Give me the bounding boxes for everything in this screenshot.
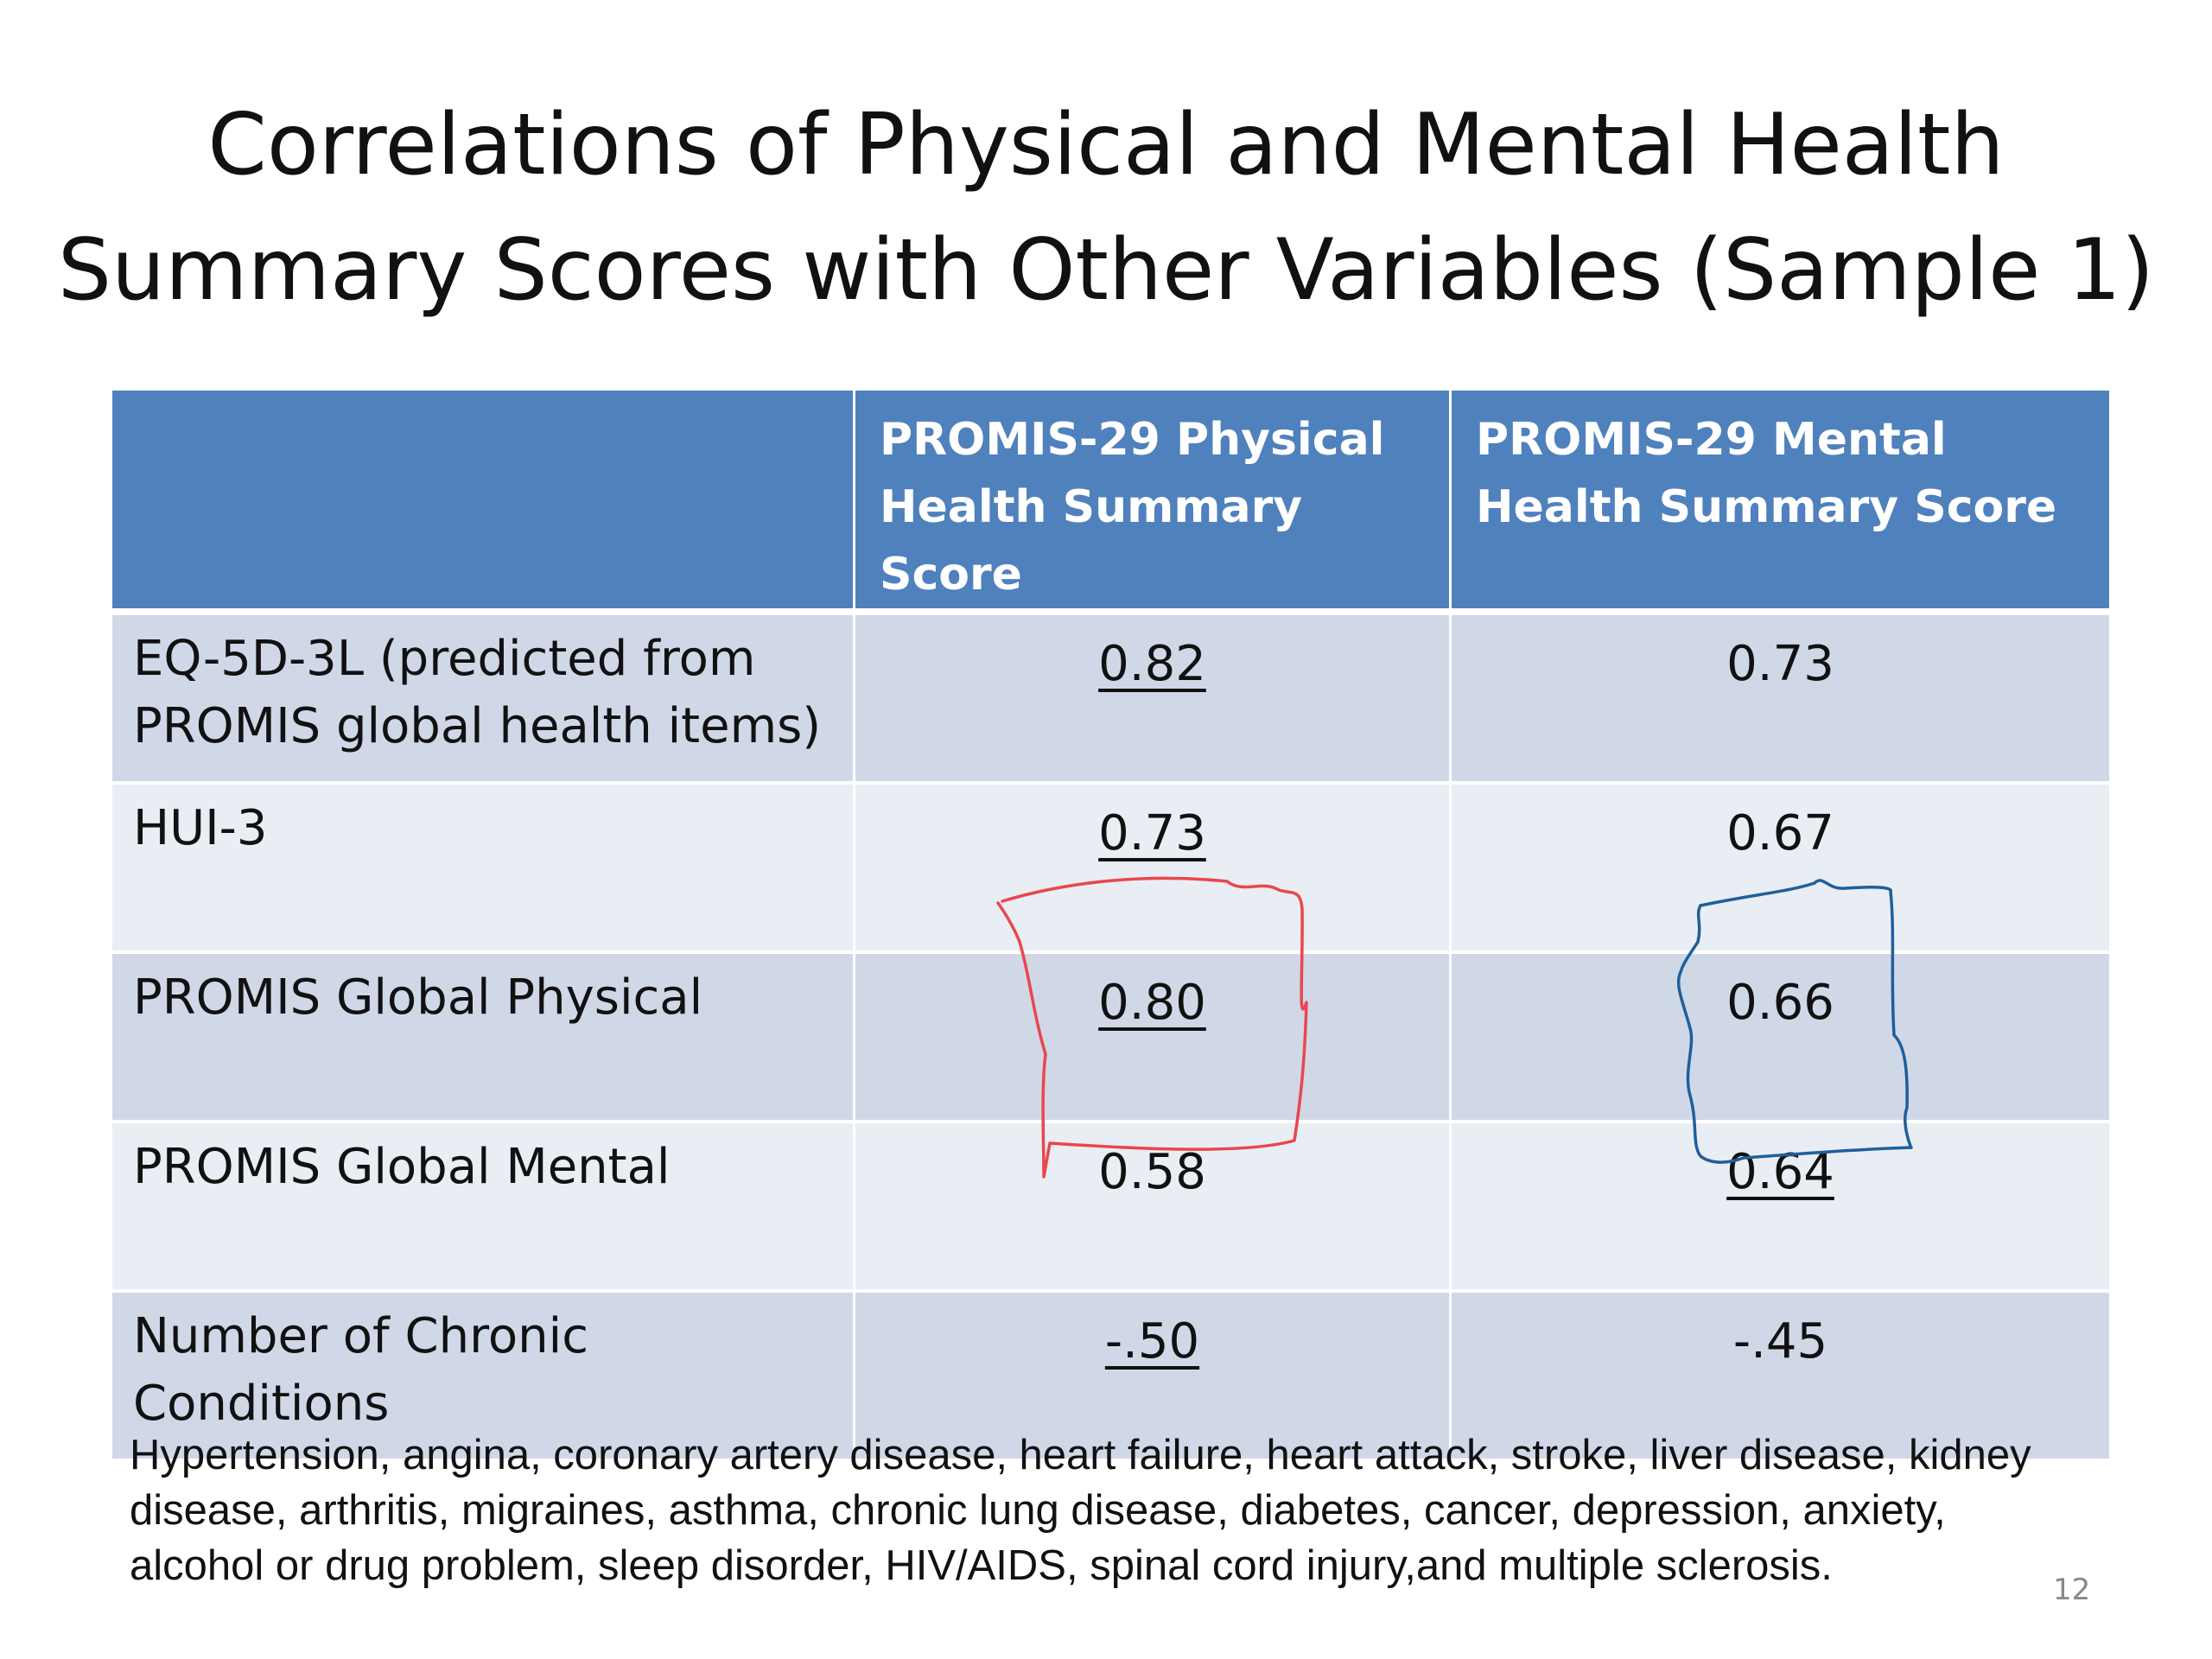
physical-value: 0.58 <box>1098 1144 1206 1200</box>
header-physical-summary: PROMIS-29 Physical Health Summary Score <box>855 391 1452 615</box>
header-empty-cell <box>112 391 855 615</box>
physical-value-cell: 0.58 <box>855 1123 1452 1293</box>
mental-value-cell: 0.66 <box>1452 954 2109 1123</box>
mental-value: 0.67 <box>1726 805 1834 861</box>
table-row: Number of Chronic Conditions -.50 -.45 <box>112 1293 2109 1462</box>
row-label: HUI-3 <box>112 785 855 954</box>
mental-value-cell: -.45 <box>1452 1293 2109 1462</box>
row-label: PROMIS Global Physical <box>112 954 855 1123</box>
mental-value: 0.64 <box>1726 1144 1834 1200</box>
mental-value: 0.73 <box>1726 636 1834 692</box>
chronic-conditions-footnote: Hypertension, angina, coronary artery di… <box>130 1432 2031 1589</box>
physical-value-cell: 0.73 <box>855 785 1452 954</box>
table-row: EQ-5D-3L (predicted from PROMIS global h… <box>112 615 2109 785</box>
correlation-table: PROMIS-29 Physical Health Summary Score … <box>112 391 2109 1462</box>
physical-value: -.50 <box>1104 1313 1200 1370</box>
physical-value-cell: 0.80 <box>855 954 1452 1123</box>
row-label: Number of Chronic Conditions <box>112 1293 855 1462</box>
row-label: EQ-5D-3L (predicted from PROMIS global h… <box>112 615 855 785</box>
mental-value: 0.66 <box>1726 975 1834 1031</box>
slide-number: 12 <box>2053 1573 2091 1607</box>
table-row: HUI-3 0.73 0.67 <box>112 785 2109 954</box>
slide-title-line-1: Correlations of Physical and Mental Heal… <box>207 96 2005 194</box>
table-row: PROMIS Global Mental 0.58 0.64 <box>112 1123 2109 1293</box>
header-mental-summary: PROMIS-29 Mental Health Summary Score <box>1452 391 2109 615</box>
physical-value-cell: -.50 <box>855 1293 1452 1462</box>
slide-title-line-2: Summary Scores with Other Variables (Sam… <box>57 221 2155 320</box>
mental-value-cell: 0.73 <box>1452 615 2109 785</box>
physical-value: 0.82 <box>1098 636 1206 692</box>
mental-value-cell: 0.64 <box>1452 1123 2109 1293</box>
mental-value: -.45 <box>1732 1313 1828 1370</box>
row-label: PROMIS Global Mental <box>112 1123 855 1293</box>
slide-title: Correlations of Physical and Mental Heal… <box>52 83 2160 334</box>
mental-value-cell: 0.67 <box>1452 785 2109 954</box>
physical-value-cell: 0.82 <box>855 615 1452 785</box>
physical-value: 0.73 <box>1098 805 1206 861</box>
table-header-row: PROMIS-29 Physical Health Summary Score … <box>112 391 2109 615</box>
physical-value: 0.80 <box>1098 975 1206 1031</box>
table-row: PROMIS Global Physical 0.80 0.66 <box>112 954 2109 1123</box>
